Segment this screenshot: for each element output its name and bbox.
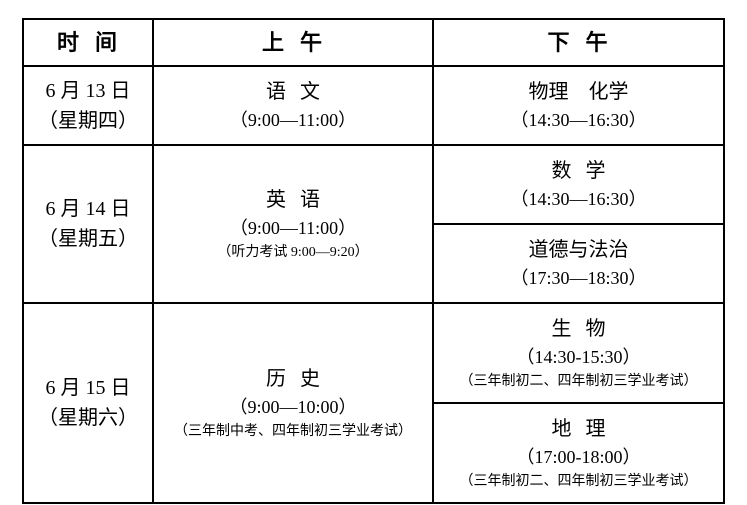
am-cell: 语文 （9:00—11:00） bbox=[153, 66, 433, 145]
date-line1: 6 月 14 日 bbox=[28, 194, 148, 224]
table-row: 6 月 15 日 （星期六） 历史 （9:00—10:00） （三年制中考、四年… bbox=[23, 303, 724, 403]
pm-time: （17:00-18:00） bbox=[438, 444, 719, 471]
am-time: （9:00—10:00） bbox=[158, 394, 428, 421]
pm-subject: 道德与法治 bbox=[438, 235, 719, 265]
pm-cell: 数学 （14:30—16:30） bbox=[433, 145, 724, 224]
pm-time: （14:30-15:30） bbox=[438, 344, 719, 371]
pm-cell: 物理 化学 （14:30—16:30） bbox=[433, 66, 724, 145]
am-cell: 历史 （9:00—10:00） （三年制中考、四年制初三学业考试） bbox=[153, 303, 433, 503]
pm-cell: 地理 （17:00-18:00） （三年制初二、四年制初三学业考试） bbox=[433, 403, 724, 503]
am-subject: 历史 bbox=[252, 364, 334, 394]
table-row: 6 月 13 日 （星期四） 语文 （9:00—11:00） 物理 化学 （14… bbox=[23, 66, 724, 145]
am-note: （三年制中考、四年制初三学业考试） bbox=[158, 421, 428, 442]
pm-cell: 道德与法治 （17:30—18:30） bbox=[433, 224, 724, 303]
header-time: 时间 bbox=[23, 19, 153, 66]
date-cell: 6 月 15 日 （星期六） bbox=[23, 303, 153, 503]
pm-time: （14:30—16:30） bbox=[438, 186, 719, 213]
pm-subject: 物理 化学 bbox=[438, 77, 719, 107]
am-subject: 英语 bbox=[252, 185, 334, 215]
table-row: 6 月 14 日 （星期五） 英语 （9:00—11:00） （听力考试 9:0… bbox=[23, 145, 724, 224]
pm-cell: 生物 （14:30-15:30） （三年制初二、四年制初三学业考试） bbox=[433, 303, 724, 403]
table-header-row: 时间 上午 下午 bbox=[23, 19, 724, 66]
date-line2: （星期五） bbox=[28, 224, 148, 254]
date-cell: 6 月 13 日 （星期四） bbox=[23, 66, 153, 145]
date-cell: 6 月 14 日 （星期五） bbox=[23, 145, 153, 303]
exam-schedule-table: 时间 上午 下午 6 月 13 日 （星期四） 语文 （9:00—11:00） … bbox=[22, 18, 725, 504]
header-pm: 下午 bbox=[433, 19, 724, 66]
header-am: 上午 bbox=[153, 19, 433, 66]
date-line1: 6 月 15 日 bbox=[28, 373, 148, 403]
pm-note: （三年制初二、四年制初三学业考试） bbox=[438, 371, 719, 392]
pm-subject: 数学 bbox=[538, 156, 620, 186]
pm-subject: 生物 bbox=[538, 314, 620, 344]
pm-time: （14:30—16:30） bbox=[438, 107, 719, 134]
am-cell: 英语 （9:00—11:00） （听力考试 9:00—9:20） bbox=[153, 145, 433, 303]
date-line2: （星期四） bbox=[28, 106, 148, 136]
date-line2: （星期六） bbox=[28, 403, 148, 433]
am-subject: 语文 bbox=[252, 77, 334, 107]
pm-note: （三年制初二、四年制初三学业考试） bbox=[438, 471, 719, 492]
am-note: （听力考试 9:00—9:20） bbox=[158, 242, 428, 263]
am-time: （9:00—11:00） bbox=[158, 215, 428, 242]
pm-time: （17:30—18:30） bbox=[438, 265, 719, 292]
date-line1: 6 月 13 日 bbox=[28, 76, 148, 106]
am-time: （9:00—11:00） bbox=[158, 107, 428, 134]
pm-subject: 地理 bbox=[538, 414, 620, 444]
